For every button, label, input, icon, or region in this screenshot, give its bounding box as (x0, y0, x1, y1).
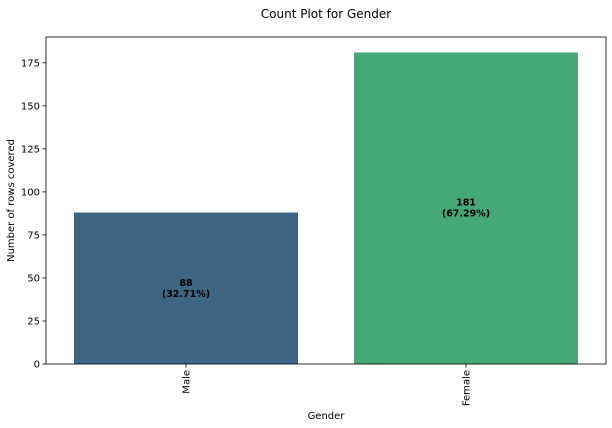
x-axis-label: Gender (308, 411, 346, 422)
y-tick-label: 25 (27, 316, 40, 327)
y-axis-label: Number of rows covered (6, 139, 17, 262)
y-tick-label: 150 (21, 101, 40, 112)
x-tick-label-male: Male (182, 370, 193, 394)
data-label-female: 181 (67.29%) (442, 198, 490, 220)
y-tick-label: 175 (21, 58, 40, 69)
y-tick-label: 125 (21, 144, 40, 155)
data-label-male: 88 (32.71%) (162, 278, 210, 300)
chart-title: Count Plot for Gender (261, 7, 391, 21)
x-tick-label-female: Female (462, 370, 473, 406)
bar-female (354, 52, 578, 365)
y-tick-label: 75 (27, 230, 40, 241)
y-tick-label: 50 (27, 273, 40, 284)
y-tick-label: 0 (34, 360, 40, 371)
y-tick-label: 100 (21, 187, 40, 198)
plot-frame (45, 36, 607, 365)
bar-male (74, 212, 298, 364)
